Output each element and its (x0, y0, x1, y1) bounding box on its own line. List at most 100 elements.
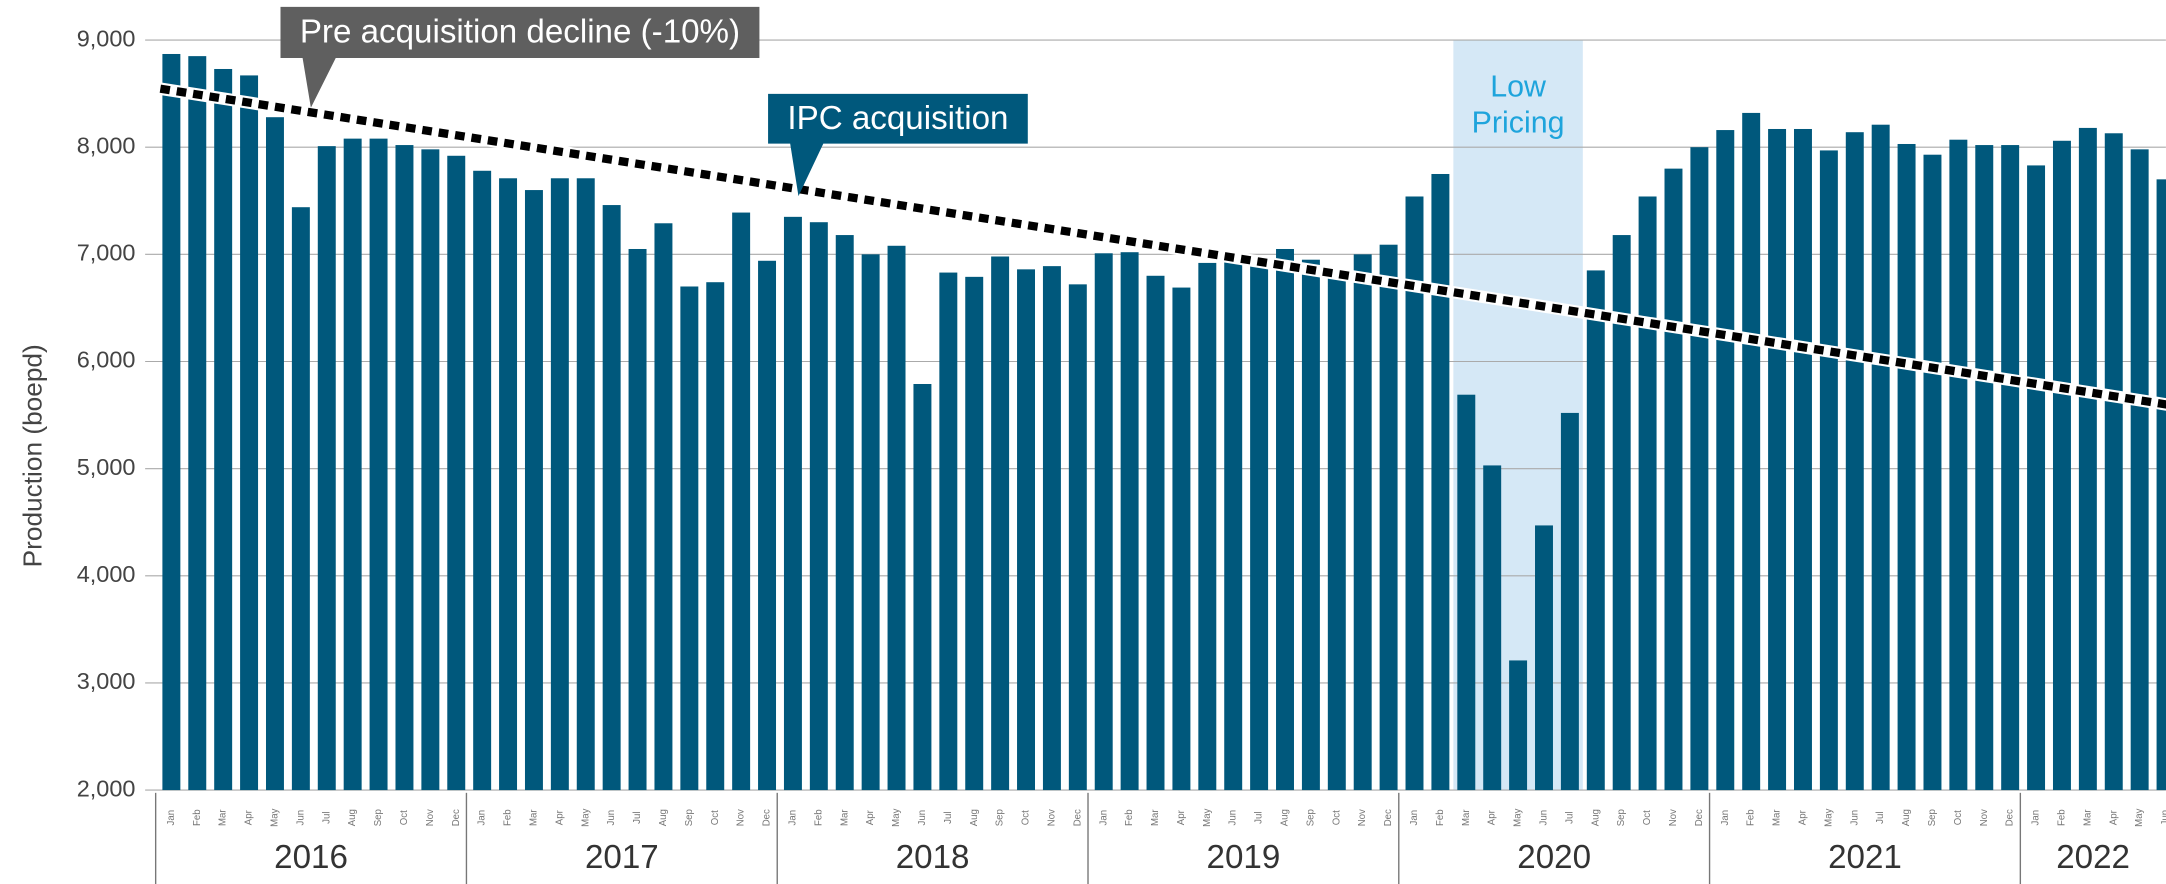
x-tick-label: Dec (762, 809, 773, 826)
bar (1172, 287, 1191, 791)
x-tick-label: Mar (839, 809, 850, 826)
x-tick-label: Feb (1746, 809, 1757, 826)
x-tick-label: Jun (1849, 810, 1860, 826)
x-tick-label: May (270, 808, 281, 826)
x-tick-label: Sep (684, 809, 695, 826)
x-tick-label: Mar (529, 809, 540, 826)
y-tick-label: 8,000 (77, 132, 136, 158)
bar (1094, 253, 1113, 791)
year-label: 2022 (2056, 839, 2130, 876)
x-tick-label: Feb (1124, 809, 1135, 826)
x-tick-label: Nov (1979, 809, 1990, 826)
y-tick-label: 6,000 (77, 347, 136, 373)
bar (706, 282, 725, 791)
x-tick-label: Jun (1228, 810, 1239, 826)
bar (1379, 244, 1398, 791)
x-tick-label: Jul (321, 812, 332, 824)
bar (783, 216, 802, 791)
x-tick-label: Aug (658, 809, 669, 826)
bar (1017, 269, 1036, 791)
bar (240, 75, 259, 791)
x-tick-label: Jul (632, 812, 643, 824)
bar (991, 256, 1010, 791)
x-tick-label: Nov (1357, 809, 1368, 826)
bar (2078, 127, 2097, 791)
bar (188, 56, 207, 791)
bar (550, 178, 569, 791)
bar (1897, 143, 1916, 791)
bar (965, 276, 984, 791)
year-label: 2021 (1828, 839, 1902, 876)
bar (1146, 275, 1165, 791)
bar (1198, 262, 1217, 791)
x-tick-label: May (580, 808, 591, 826)
bar (2027, 165, 2046, 791)
x-tick-label: Sep (1927, 809, 1938, 826)
bar (1301, 259, 1320, 791)
x-tick-label: Aug (1590, 809, 1601, 826)
x-tick-label: Nov (1046, 809, 1057, 826)
trend-line (159, 84, 2166, 409)
x-tick-label: Apr (554, 809, 565, 825)
y-tick-label: 5,000 (77, 454, 136, 480)
x-tick-label: Nov (425, 809, 436, 826)
x-tick-label: Sep (1616, 809, 1627, 826)
x-tick-label: May (891, 808, 902, 826)
bar (680, 286, 699, 791)
x-tick-label: Jun (295, 810, 306, 826)
x-tick-label: Feb (2057, 809, 2068, 826)
x-tick-label: Jan (2031, 810, 2042, 826)
bar (1457, 394, 1476, 791)
bar (1742, 112, 1761, 791)
bar (317, 146, 336, 791)
y-tick-label: 9,000 (77, 25, 136, 51)
bar (2156, 179, 2166, 791)
x-tick-label: Apr (1487, 809, 1498, 825)
bar (1509, 660, 1528, 791)
bar (499, 178, 518, 791)
x-tick-label: Oct (1953, 810, 1964, 825)
x-tick-label: Jan (1409, 810, 1420, 826)
x-tick-label: Aug (347, 809, 358, 826)
bar (2104, 133, 2123, 791)
x-tick-label: Jan (1098, 810, 1109, 826)
bar (1923, 154, 1942, 791)
bar (1405, 196, 1424, 791)
x-tick-label: Jul (943, 812, 954, 824)
y-tick-label: 3,000 (77, 668, 136, 694)
bar (291, 207, 310, 791)
bar (343, 138, 362, 791)
bar (654, 223, 673, 791)
x-tick-label: Feb (192, 809, 203, 826)
bar (576, 178, 595, 791)
bar (1120, 252, 1139, 791)
bar (1845, 132, 1864, 791)
annotation-box (768, 93, 1028, 197)
bar (162, 53, 181, 791)
x-tick-label: Aug (1280, 809, 1291, 826)
x-tick-label: Dec (1072, 809, 1083, 826)
bar (1586, 270, 1605, 791)
annotation: Pre acquisition decline (-10%) (280, 6, 760, 108)
x-tick-label: Dec (451, 809, 462, 826)
y-tick-label: 7,000 (77, 240, 136, 266)
x-tick-label: Apr (2108, 809, 2119, 825)
bar (524, 190, 543, 791)
x-tick-label: Oct (1642, 810, 1653, 825)
y-tick-label: 2,000 (77, 775, 136, 801)
bar (265, 117, 284, 791)
bar (1664, 168, 1683, 791)
year-label: 2016 (274, 839, 348, 876)
x-tick-label: Jul (1564, 812, 1575, 824)
x-tick-label: Jul (1254, 812, 1265, 824)
x-tick-label: Aug (1901, 809, 1912, 826)
bar (421, 149, 440, 791)
bar (939, 272, 958, 791)
x-tick-label: Oct (1331, 810, 1342, 825)
annotation-box (280, 6, 760, 108)
bar (1276, 248, 1294, 791)
bar (447, 155, 466, 791)
bar (1431, 173, 1450, 791)
